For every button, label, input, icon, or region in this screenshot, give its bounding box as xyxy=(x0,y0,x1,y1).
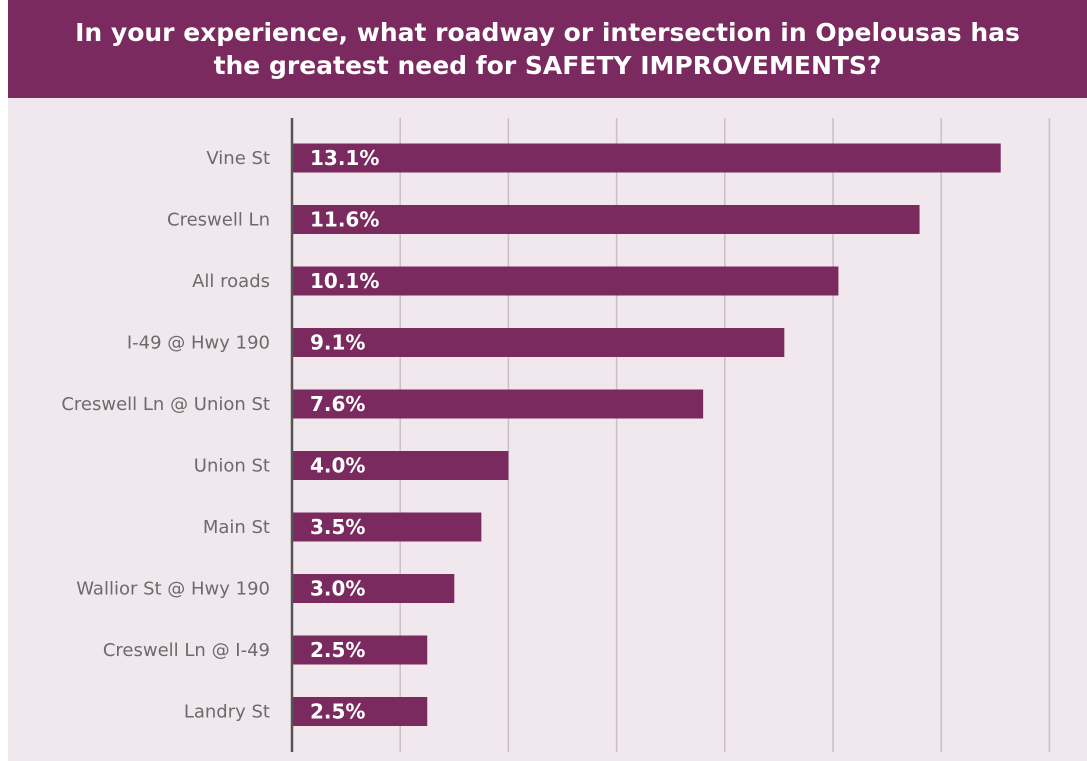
chart-frame: In your experience, what roadway or inte… xyxy=(8,0,1087,761)
bar xyxy=(292,697,428,726)
title-banner: In your experience, what roadway or inte… xyxy=(8,0,1087,98)
bar xyxy=(292,574,455,603)
bar xyxy=(292,205,920,234)
category-label: Creswell Ln xyxy=(167,210,270,231)
bar xyxy=(292,635,428,665)
data-label: 2.5% xyxy=(310,638,365,662)
data-label: 11.6% xyxy=(310,208,379,232)
bar-chart: 13.1% 11.6% 10.1% 9.1% 7.6% 4.0% 3.5% 3.0% 2.5% 2… xyxy=(61,118,1051,752)
data-label: 4.0% xyxy=(310,454,365,478)
category-label: Union St xyxy=(194,456,270,477)
category-label: Landry St xyxy=(184,702,270,723)
bar xyxy=(292,451,509,480)
category-label: All roads xyxy=(192,271,270,292)
chart-title: In your experience, what roadway or inte… xyxy=(75,18,1020,80)
bars: 13.1% 11.6% 10.1% 9.1% 7.6% 4.0% 3.5% 3.0% 2.5% 2… xyxy=(292,143,1001,726)
data-label: 13.1% xyxy=(310,146,379,170)
category-label: I-49 @ Hwy 190 xyxy=(127,333,270,354)
data-label: 9.1% xyxy=(310,331,365,355)
category-label: Main St xyxy=(203,517,270,538)
data-label: 10.1% xyxy=(310,269,379,293)
data-label: 2.5% xyxy=(310,700,365,724)
data-label: 7.6% xyxy=(310,392,365,416)
data-label: 3.5% xyxy=(310,515,365,539)
bar xyxy=(292,389,704,419)
bar xyxy=(292,266,839,296)
category-label: Wallior St @ Hwy 190 xyxy=(76,579,270,600)
category-label: Creswell Ln @ Union St xyxy=(61,394,270,415)
category-label: Vine St xyxy=(206,148,270,169)
bar xyxy=(292,143,1001,173)
bar xyxy=(292,328,785,357)
bar xyxy=(292,512,482,542)
category-label: Creswell Ln @ I-49 xyxy=(103,640,270,661)
category-labels: Vine St Creswell Ln All roads I-49 @ Hwy 19… xyxy=(61,148,270,723)
data-label: 3.0% xyxy=(310,577,365,601)
